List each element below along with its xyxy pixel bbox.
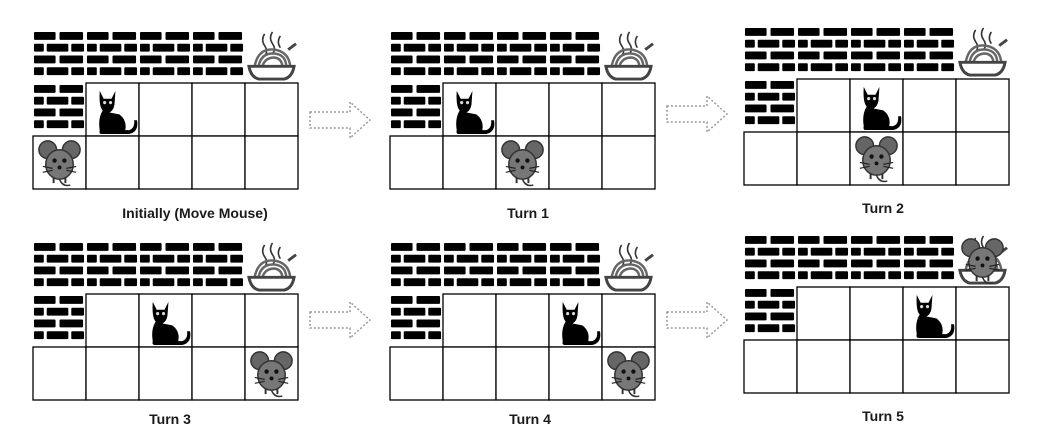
right-arrow-icon (309, 101, 371, 139)
brick-wall-icon (139, 242, 191, 287)
grid-cell (191, 135, 246, 190)
grid-cell (85, 135, 140, 190)
grid-cell (796, 131, 851, 186)
grid-cell (191, 82, 246, 137)
grid-cell (495, 293, 550, 348)
noodle-bowl-icon (247, 241, 298, 292)
grid-cell (601, 293, 656, 348)
brick-wall-icon (496, 31, 548, 76)
grid-cell (138, 346, 193, 401)
grid-cell (849, 339, 904, 394)
brick-wall-icon (850, 27, 902, 72)
brick-wall-icon (33, 295, 85, 340)
grid-cell (955, 78, 1010, 133)
grid-cell (495, 346, 550, 401)
brick-wall-icon (86, 242, 138, 287)
grid-cell (85, 346, 140, 401)
grid-cell (191, 346, 246, 401)
brick-wall-icon (496, 242, 548, 287)
brick-wall-icon (86, 31, 138, 76)
grid-cell (601, 135, 656, 190)
grid-cell (955, 131, 1010, 186)
grid-cell (849, 286, 904, 341)
panel-caption: Turn 5 (862, 408, 904, 424)
grid-cell (244, 293, 299, 348)
noodle-bowl-icon (604, 241, 655, 292)
grid-cell (389, 135, 444, 190)
grid-cell (138, 82, 193, 137)
right-arrow-icon (666, 95, 728, 133)
brick-wall-icon (33, 31, 85, 76)
grid-cell (902, 78, 957, 133)
grid-cell (743, 131, 798, 186)
noodle-bowl-icon (604, 30, 655, 81)
panel-caption: Turn 2 (862, 200, 904, 216)
grid-cell (796, 339, 851, 394)
right-arrow-icon (309, 301, 371, 339)
grid-cell (601, 82, 656, 137)
brick-wall-icon (192, 242, 244, 287)
panel-1: Turn 1 (389, 30, 656, 221)
brick-wall-icon (797, 235, 849, 280)
brick-wall-icon (744, 235, 796, 280)
grid-cell (796, 286, 851, 341)
grid-cell (442, 346, 497, 401)
brick-wall-icon (390, 242, 442, 287)
grid-cell (85, 293, 140, 348)
noodle-bowl-icon (958, 26, 1009, 77)
brick-wall-icon (192, 31, 244, 76)
grid-cell (32, 346, 87, 401)
grid-cell (743, 339, 798, 394)
grid-cell (548, 346, 603, 401)
grid-cell (955, 339, 1010, 394)
brick-wall-icon (744, 288, 796, 333)
grid-cell (495, 82, 550, 137)
panel-3: Turn 3 (32, 241, 299, 427)
brick-wall-icon (903, 235, 955, 280)
panel-caption: Turn 3 (149, 411, 191, 427)
grid-cell (796, 78, 851, 133)
panel-caption: Initially (Move Mouse) (122, 205, 267, 221)
brick-wall-icon (443, 242, 495, 287)
panel-5: Turn 5 (743, 234, 1010, 424)
grid-cell (244, 82, 299, 137)
grid-cell (902, 339, 957, 394)
brick-wall-icon (390, 31, 442, 76)
grid-cell (902, 131, 957, 186)
grid-cell (138, 135, 193, 190)
grid-cell (244, 135, 299, 190)
brick-wall-icon (549, 242, 601, 287)
brick-wall-icon (744, 27, 796, 72)
grid-cell (191, 293, 246, 348)
brick-wall-icon (139, 31, 191, 76)
grid-cell (389, 346, 444, 401)
noodle-bowl-icon (247, 30, 298, 81)
brick-wall-icon (443, 31, 495, 76)
grid-cell (442, 293, 497, 348)
grid-cell (548, 82, 603, 137)
brick-wall-icon (33, 84, 85, 129)
grid-cell (955, 286, 1010, 341)
brick-wall-icon (33, 242, 85, 287)
panel-caption: Turn 1 (507, 205, 549, 221)
brick-wall-icon (797, 27, 849, 72)
panel-caption: Turn 4 (509, 411, 551, 427)
grid-cell (442, 135, 497, 190)
grid-cell (548, 135, 603, 190)
panel-2: Turn 2 (743, 26, 1010, 216)
brick-wall-icon (850, 235, 902, 280)
panel-0: Initially (Move Mouse) (32, 30, 299, 221)
right-arrow-icon (666, 301, 728, 339)
brick-wall-icon (549, 31, 601, 76)
brick-wall-icon (390, 295, 442, 340)
brick-wall-icon (903, 27, 955, 72)
brick-wall-icon (390, 84, 442, 129)
brick-wall-icon (744, 80, 796, 125)
panel-4: Turn 4 (389, 241, 656, 427)
